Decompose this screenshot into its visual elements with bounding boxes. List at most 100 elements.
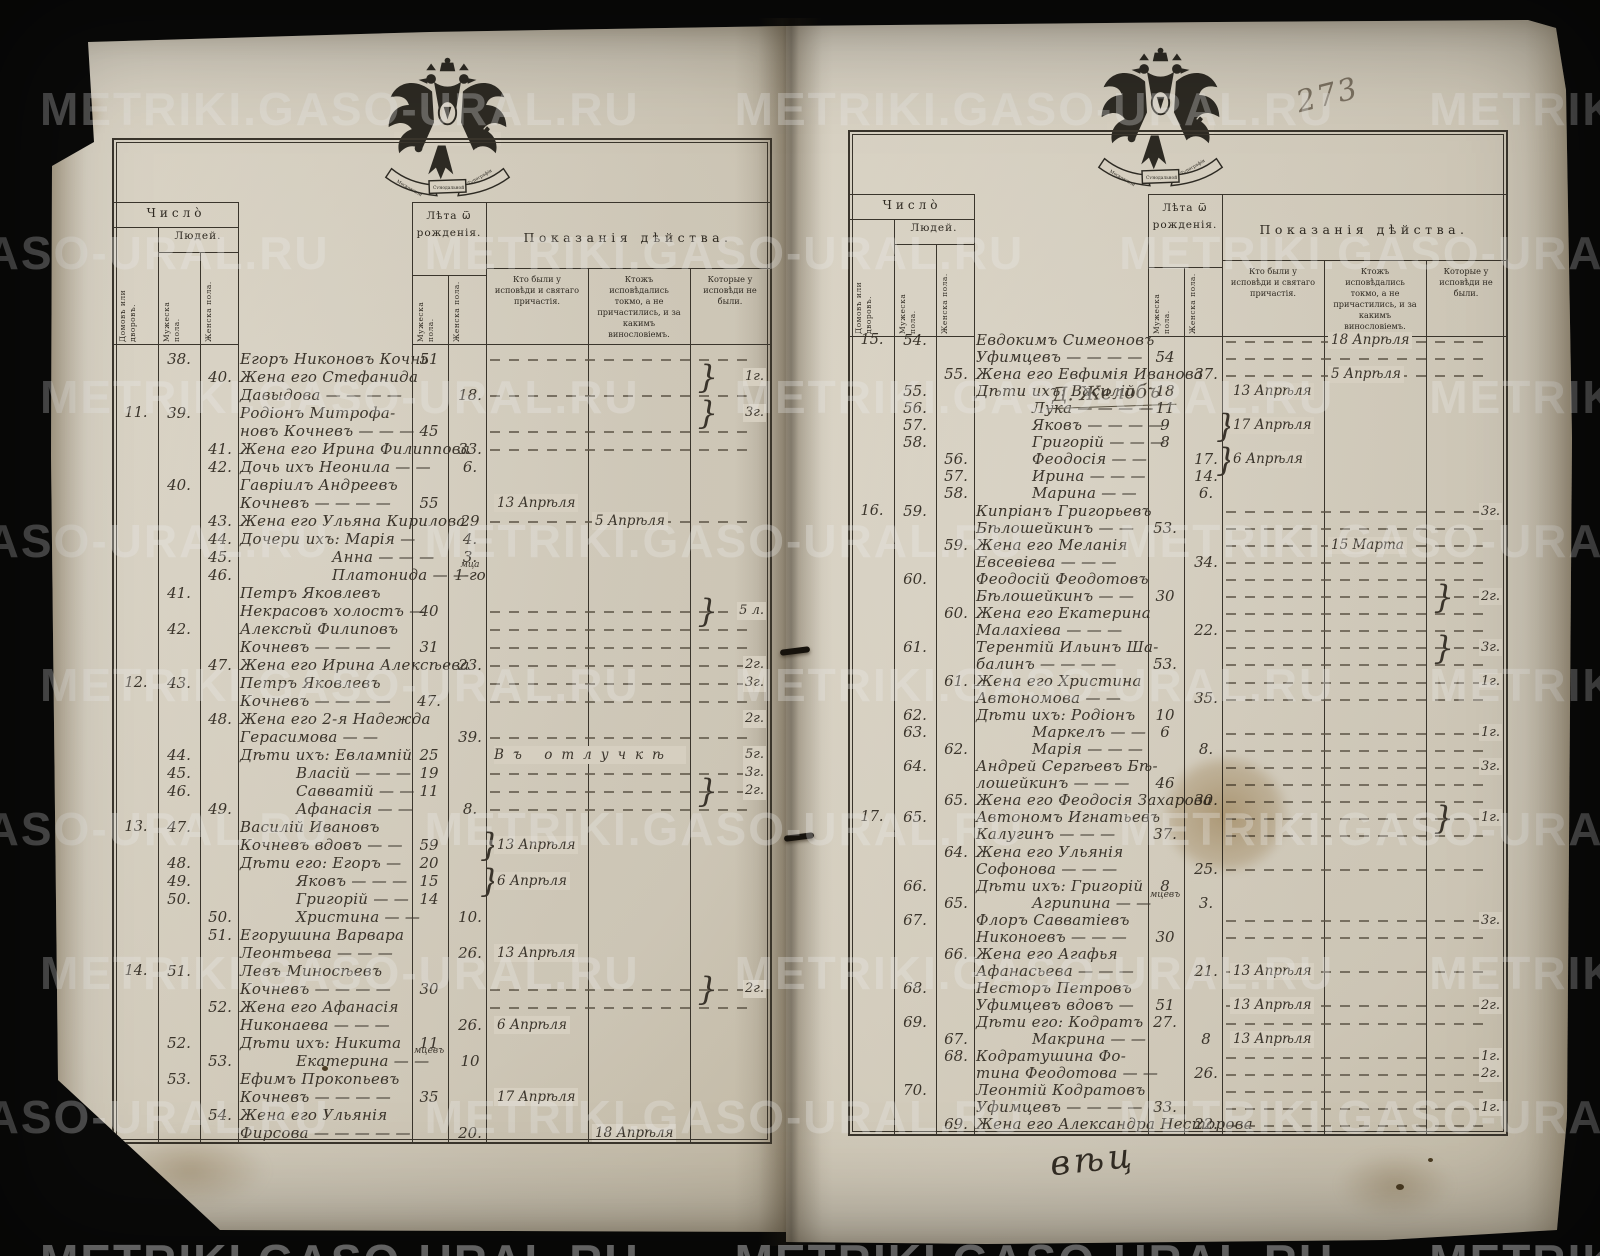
name-entry: Яковъ — — — — (1032, 416, 1164, 435)
header-male: Мужеска пола. (162, 301, 181, 342)
register-table: Число̀ Людей. Домовъ или дворовъ. Мужеск… (848, 130, 1508, 1136)
age-male: 51 (1155, 995, 1175, 1014)
male-number: 44. (167, 746, 191, 764)
household-number: 13. (124, 819, 148, 835)
banner-text: Сѵнодальной (1146, 176, 1177, 181)
register-line: Евсевіева — — — 34. (850, 553, 1506, 571)
age-female: 21. (1194, 961, 1218, 980)
name-entry: Афанасьева — — — (976, 961, 1135, 980)
name-entry: Герасимова — — (240, 728, 379, 746)
register-line: Уфимцевъ — — — — 54 (850, 348, 1506, 367)
female-number: 45. (208, 548, 232, 566)
age-male: 31 (419, 638, 439, 656)
absence-mark: 3г. (743, 674, 766, 692)
header-act-communion: Кто были у исповѣди и святаго причастія. (494, 274, 580, 307)
register-line: 42. Дочь ихъ Неонила — — 6. (114, 458, 770, 476)
header-male: Мужеска пола. (898, 293, 917, 334)
register-line: 53. Екатерина — — 10 (114, 1052, 770, 1070)
absence-mark: 5г. (743, 746, 766, 764)
male-number: 45. (167, 764, 191, 782)
register-line: лошейкинъ — — — 46 (850, 775, 1506, 792)
register-line: 52. Жена его Афанасія (114, 998, 770, 1016)
dash-leader (1226, 783, 1492, 786)
male-number: 56. (903, 399, 927, 418)
header-male-age: Мужеска пола. (1152, 293, 1171, 334)
name-entry: Петръ Яковлевъ (240, 674, 381, 692)
age-female: 23. (458, 656, 482, 674)
register-line: 17. 65. Автономъ Игнатьевъ 1г. (850, 809, 1506, 827)
dash-leader (1226, 971, 1492, 974)
age-male: 27. (1153, 1013, 1177, 1031)
female-number: 64. (944, 842, 968, 861)
name-entry: Василій Ивановъ (240, 818, 380, 836)
male-number: 70. (903, 1081, 927, 1100)
dash-leader (1226, 817, 1492, 820)
register-line: 40. Гавріилъ Андреевъ (114, 476, 770, 494)
name-entry: Жена его Феодосія Захарова (976, 791, 1213, 810)
register-line: 55. Дѣти ихъ: Василій 18 13 Апрѣля (850, 383, 1506, 401)
name-entry: Дѣти его: Кодратъ (976, 1013, 1144, 1031)
age-male: 55 (419, 494, 439, 512)
absence-mark: 2г. (1479, 996, 1502, 1014)
name-entry: Бѣлошейкинъ — — (976, 586, 1135, 605)
register-line: 66. Дѣти ихъ: Григорій 8 мцевъ (850, 877, 1506, 900)
age-female: 3. (462, 548, 478, 566)
male-number: 49. (167, 872, 191, 890)
name-entry: тина Феодотова — — (976, 1064, 1159, 1083)
register-line: Никоноевъ — — — 30 (850, 928, 1506, 946)
register-line: 60. Жена его Екатерина (850, 604, 1506, 622)
confessed-only-date: 18 Апрѣля (1328, 332, 1413, 350)
dash-leader (1226, 1124, 1492, 1127)
name-entry: Христина — — (296, 908, 421, 926)
name-entry: Григорій — — (296, 890, 410, 908)
paper-speck (1396, 1184, 1404, 1190)
name-entry: Уфимцевъ — — — — (976, 348, 1143, 367)
male-number: 41. (167, 584, 191, 602)
dash-leader (490, 629, 756, 631)
left-page: Московской Сѵнодальной Тѵпографіи Чи (51, 26, 786, 1232)
dash-leader (490, 611, 756, 613)
register-line: 49. Афанасія — — 8. (114, 800, 770, 818)
dash-leader (490, 395, 756, 397)
age-male: 15 (419, 872, 439, 890)
absence-mark: 3г. (1479, 502, 1502, 520)
register-line: Некрасовъ холостъ —40 5 л. (114, 602, 770, 620)
name-entry: Маркелъ — — (1032, 723, 1147, 742)
age-male: 8 (1160, 433, 1170, 452)
dash-leader (1226, 664, 1492, 667)
name-entry: Дочь ихъ Неонила — — (240, 458, 431, 476)
name-entry: Автономова — — (976, 689, 1122, 708)
watermark-text: METRIKI.GASO-URAL.RU (40, 1235, 640, 1256)
male-number: 54. (903, 331, 927, 349)
name-entry: Давыдова — — — — (240, 386, 403, 404)
name-entry: Терентій Ильинъ Ша- (976, 637, 1159, 656)
right-page: Московской Сѵнодальной Тѵпографіи 273 (786, 20, 1572, 1244)
absence-mark: 3г. (1479, 638, 1502, 656)
name-entry: Жена его Ульянія (976, 842, 1124, 861)
register-line: Леонтьева — — — 26. 13 Апрѣля (114, 944, 770, 962)
register-line: Софонова — — — 25. (850, 859, 1506, 878)
header-female-age: Женска пола. (452, 281, 461, 342)
register-line: 52. Дѣти ихъ: Никита 11 мцевъ (114, 1034, 770, 1056)
name-entry: Жена его Меланія (976, 535, 1128, 554)
communion-date: 13 Апрѣля (494, 494, 579, 512)
header-leta: Лѣта ѿ рожденія. (416, 210, 482, 239)
age-male: 30 (1155, 586, 1175, 605)
dash-leader (1226, 1107, 1492, 1110)
dash-leader (1226, 511, 1492, 514)
register-line: Уфимцевъ вдовъ — 51 13 Апрѣля 2г. (850, 995, 1506, 1014)
absence-mark: 1г. (743, 368, 766, 386)
name-entry: Дѣти ихъ: Евлампій (240, 746, 413, 764)
register-line: Кочневъ — — — — 30 2г. (114, 980, 770, 998)
female-number: 56. (944, 450, 968, 469)
name-entry: лошейкинъ — — — (976, 774, 1130, 793)
dash-leader (490, 791, 756, 793)
male-number: 42. (167, 620, 191, 638)
name-entry: Софонова — — — (976, 859, 1118, 878)
name-entry: Несторъ Петровъ (976, 978, 1133, 997)
absence-mark: 2г. (743, 710, 766, 728)
register-line: Малахіева — — — 22. (850, 621, 1506, 639)
age-female: 39. (458, 728, 482, 746)
register-line: 69. Жена его Александра Несторова 22. (850, 1116, 1506, 1133)
register-line: 56. Лука — — — —11 (850, 400, 1506, 417)
